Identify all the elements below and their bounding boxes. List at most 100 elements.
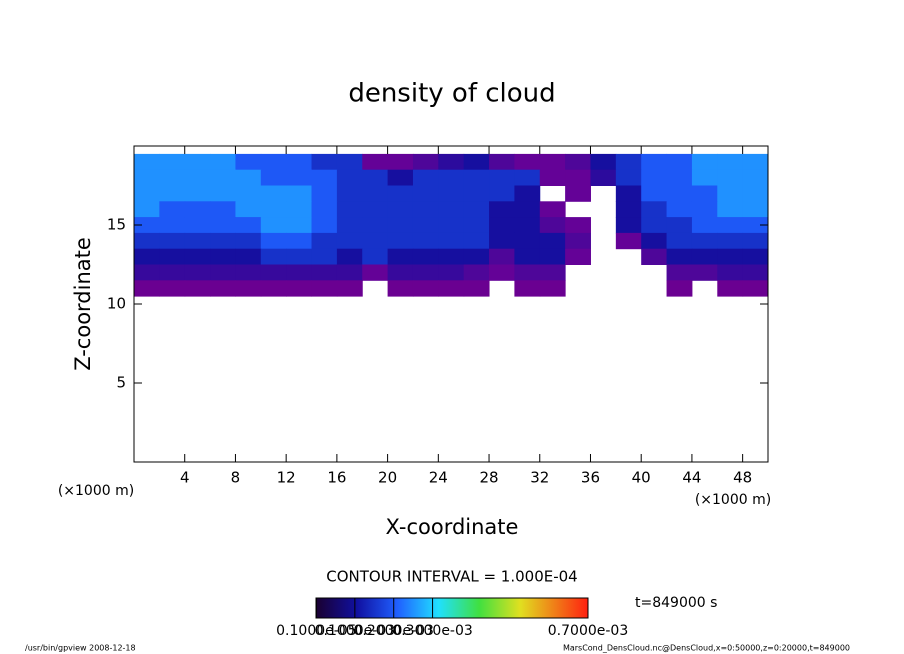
x-axis-label: X-coordinate — [386, 515, 519, 539]
contour-cell — [210, 153, 236, 171]
contour-cell — [311, 232, 338, 250]
contour-cell — [412, 217, 439, 234]
contour-cell — [666, 201, 693, 218]
contour-cell — [539, 217, 566, 234]
contour-cell — [539, 280, 566, 297]
contour-cell — [590, 169, 617, 186]
contour-cell — [463, 232, 490, 250]
contour-cell — [615, 201, 642, 218]
contour-cell — [260, 185, 287, 202]
contour-cell — [184, 264, 211, 281]
contour-cell — [184, 232, 211, 250]
contour-cell — [742, 232, 769, 250]
contour-cell — [235, 248, 262, 265]
x-tick-label: 32 — [530, 469, 549, 487]
contour-cell — [489, 169, 515, 186]
contour-cell — [260, 153, 287, 171]
contour-cell — [463, 248, 490, 265]
contour-cell — [717, 201, 744, 218]
contour-cell — [134, 232, 160, 250]
contour-cell — [210, 217, 236, 234]
contour-cell — [717, 232, 744, 250]
colorbar-tick-label: 0.1000e-05 — [276, 623, 356, 639]
contour-cell — [565, 232, 591, 250]
contour-cell — [336, 280, 363, 297]
contour-cell — [159, 264, 186, 281]
contour-cell — [235, 232, 262, 250]
contour-cell — [336, 169, 363, 186]
contour-cell — [260, 264, 287, 281]
contour-cell — [235, 264, 262, 281]
contour-cell — [489, 264, 515, 281]
contour-cell — [260, 217, 287, 234]
x-tick-label: 48 — [733, 469, 752, 487]
contour-cell — [691, 217, 718, 234]
contour-cell — [235, 280, 262, 297]
contour-cell — [134, 248, 160, 265]
x-tick-label: 16 — [327, 469, 346, 487]
contour-cell — [311, 217, 338, 234]
contour-cell — [717, 248, 744, 265]
contour-cell — [362, 248, 389, 265]
contour-cell — [286, 153, 313, 171]
contour-cell — [184, 217, 211, 234]
contour-cell — [134, 169, 160, 186]
contour-cell — [286, 248, 313, 265]
contour-cell — [463, 201, 490, 218]
x-tick-label: 8 — [231, 469, 241, 487]
contour-cell — [235, 153, 262, 171]
contour-cell — [463, 185, 490, 202]
contour-cell — [159, 169, 186, 186]
contour-cell — [412, 201, 439, 218]
y-tick-label: 5 — [116, 374, 126, 392]
colorbar-tick-label: 0.3000e-03 — [392, 623, 472, 639]
contour-cell — [742, 169, 769, 186]
contour-cell — [438, 201, 465, 218]
contour-cell — [412, 185, 439, 202]
contour-cell — [210, 280, 236, 297]
contour-cell — [565, 185, 591, 202]
y-unit: (×1000 m) — [58, 483, 134, 499]
contour-cell — [362, 201, 389, 218]
contour-cell — [159, 280, 186, 297]
contour-cell — [362, 217, 389, 234]
contour-cell — [286, 232, 313, 250]
contour-cell — [666, 248, 693, 265]
contour-cell — [615, 153, 642, 171]
contour-cell — [691, 264, 718, 281]
contour-cell — [717, 280, 744, 297]
contour-cell — [159, 185, 186, 202]
contour-cell — [362, 232, 389, 250]
contour-cell — [184, 201, 211, 218]
contour-cell — [539, 232, 566, 250]
contour-cell — [641, 217, 668, 234]
contour-cell — [717, 153, 744, 171]
contour-cell — [438, 153, 465, 171]
x-tick-label: 4 — [180, 469, 190, 487]
contour-cell — [286, 280, 313, 297]
contour-cell — [463, 169, 490, 186]
contour-cell — [412, 248, 439, 265]
contour-cell — [615, 185, 642, 202]
contour-cell — [336, 248, 363, 265]
x-unit: (×1000 m) — [695, 492, 771, 508]
contour-cell — [742, 217, 769, 234]
contour-cell — [134, 217, 160, 234]
contour-cell — [260, 232, 287, 250]
contour-cell — [742, 201, 769, 218]
colorbar-tick-label: 0.2000e-03 — [353, 623, 433, 639]
contour-cell — [463, 217, 490, 234]
contour-cell — [387, 169, 414, 186]
contour-cell — [412, 153, 439, 171]
contour-cell — [184, 248, 211, 265]
contour-cell — [438, 217, 465, 234]
contour-cell — [412, 232, 439, 250]
x-tick-label: 28 — [479, 469, 498, 487]
contour-cell — [336, 201, 363, 218]
chart-title: density of cloud — [348, 79, 555, 109]
contour-cell — [286, 201, 313, 218]
contour-cell — [387, 248, 414, 265]
y-tick-label: 15 — [107, 216, 126, 234]
contour-cell — [134, 280, 160, 297]
